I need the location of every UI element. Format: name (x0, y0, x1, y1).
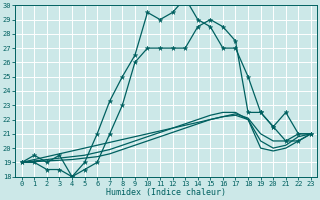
X-axis label: Humidex (Indice chaleur): Humidex (Indice chaleur) (106, 188, 226, 197)
